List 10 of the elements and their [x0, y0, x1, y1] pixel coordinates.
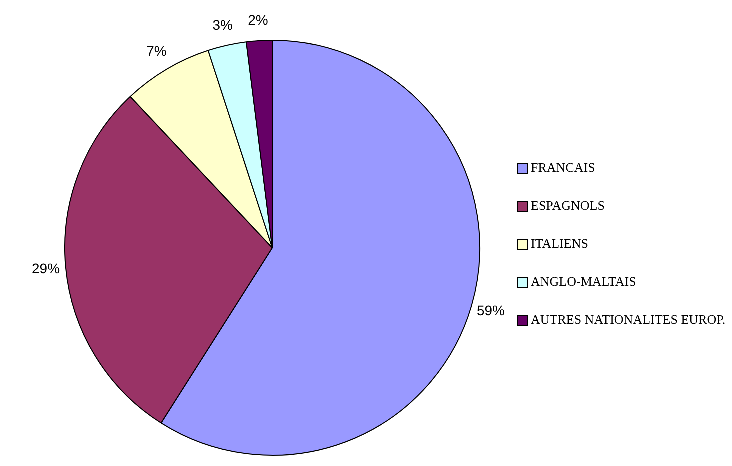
legend-label: ANGLO-MALTAIS [531, 274, 636, 290]
data-label: 7% [146, 43, 167, 60]
data-label: 2% [248, 12, 268, 28]
data-label: 3% [212, 16, 233, 33]
data-label: 29% [32, 260, 60, 276]
legend-label: ESPAGNOLS [531, 198, 605, 214]
legend-label: AUTRES NATIONALITES EUROP. [531, 312, 726, 328]
data-label: 59% [476, 302, 505, 318]
legend-label: ITALIENS [531, 236, 588, 252]
legend-label: FRANCAIS [531, 160, 596, 176]
